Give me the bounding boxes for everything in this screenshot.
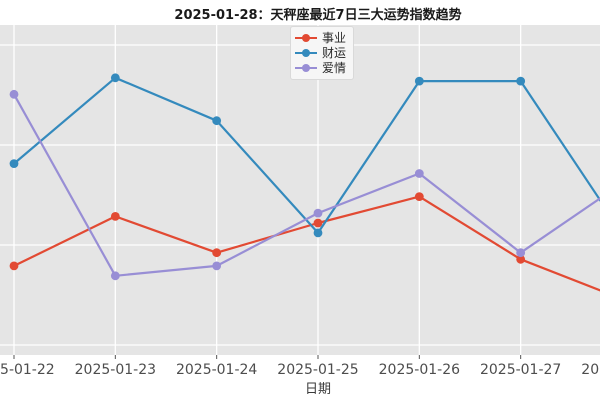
data-point <box>9 159 19 169</box>
data-point <box>212 261 222 271</box>
gridlines <box>0 25 600 355</box>
legend-item: 事业 <box>295 31 346 45</box>
legend-marker <box>295 34 317 42</box>
legend-label: 爱情 <box>322 61 347 75</box>
series-财运 <box>9 73 600 238</box>
x-tick-labels: 2025-01-22 2025-01-23 2025-01-24 2025-01-25… <box>0 362 600 378</box>
x-axis-label: 日期 <box>304 382 332 397</box>
x-tick-label: 2025-01-22 <box>0 362 55 378</box>
data-point <box>313 208 323 218</box>
data-point <box>516 254 526 264</box>
x-tick-label: 2025-01-24 <box>176 362 257 378</box>
legend-marker <box>295 64 317 72</box>
data-point <box>212 116 222 126</box>
legend-marker <box>295 49 317 57</box>
x-tick-label: 2025-01-28 <box>581 362 600 378</box>
legend-marker-dot <box>302 64 310 72</box>
chart-title: 2025-01-28：天秤座最近7日三大运势指数趋势 <box>174 8 462 23</box>
data-point <box>9 89 19 99</box>
data-point <box>414 192 424 202</box>
legend-marker-dot <box>302 49 310 57</box>
x-tick-label: 2025-01-23 <box>75 362 156 378</box>
data-point <box>414 76 424 86</box>
x-tick-label: 2025-01-26 <box>379 362 460 378</box>
series-事业 <box>9 192 600 292</box>
data-point <box>313 218 323 228</box>
data-point <box>110 271 120 281</box>
data-point <box>516 248 526 258</box>
data-point <box>110 73 120 83</box>
legend: 事业 财运 爱情 <box>290 26 355 80</box>
series-爱情 <box>9 89 600 281</box>
legend-item: 爱情 <box>295 61 346 75</box>
x-tick-label: 2025-01-27 <box>480 362 561 378</box>
legend-item: 财运 <box>295 46 346 60</box>
data-point <box>516 76 526 86</box>
data-point <box>212 248 222 258</box>
data-point <box>313 228 323 238</box>
x-ticks <box>13 355 522 359</box>
legend-marker-dot <box>302 34 310 42</box>
data-point <box>414 169 424 178</box>
legend-label: 事业 <box>322 31 347 45</box>
data-point <box>110 212 120 221</box>
legend-label: 财运 <box>322 46 347 60</box>
x-tick-label: 2025-01-25 <box>277 362 358 378</box>
data-point <box>9 261 19 271</box>
